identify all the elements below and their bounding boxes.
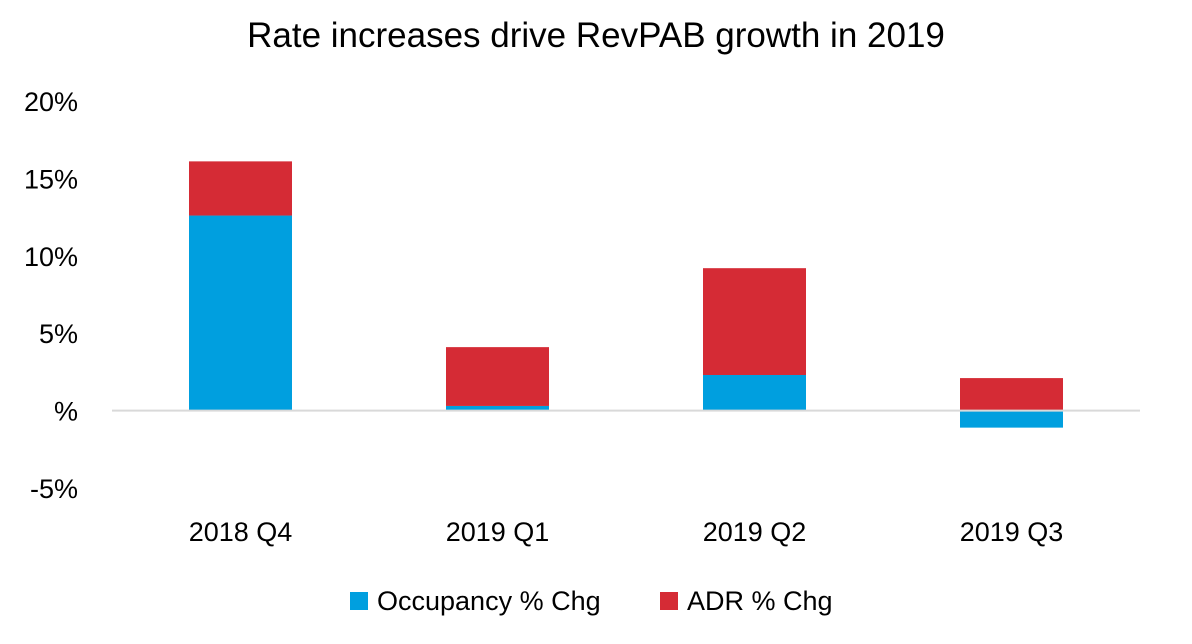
legend-swatch: [350, 592, 368, 610]
bar-occupancy-chg-2018-q4: [189, 215, 292, 411]
x-tick-label: 2019 Q1: [446, 517, 550, 547]
legend: Occupancy % Chg ADR % Chg: [350, 586, 833, 616]
y-axis: 20% 15% 10% 5%% -5%: [24, 87, 78, 504]
chart-title: Rate increases drive RevPAB growth in 20…: [247, 16, 945, 55]
legend-swatch: [660, 592, 678, 610]
y-tick-label: 5%: [39, 319, 78, 349]
bar-occupancy-chg-2019-q2: [703, 375, 806, 411]
legend-label: ADR % Chg: [687, 586, 833, 616]
x-tick-label: 2019 Q2: [703, 517, 807, 547]
y-tick-label: %: [54, 397, 78, 427]
bar-adr-chg-2019-q3: [960, 378, 1063, 411]
y-tick-label: -5%: [30, 474, 78, 504]
x-tick-label: 2018 Q4: [189, 517, 293, 547]
x-axis: 2018 Q4 2019 Q1 2019 Q2 2019 Q3: [189, 517, 1064, 547]
y-tick-label: 10%: [24, 242, 78, 272]
y-tick-label: 20%: [24, 87, 78, 117]
bar-occupancy-chg-2019-q3: [960, 410, 1063, 428]
bar-occupancy-chg-2019-q1: [446, 405, 549, 411]
bar-adr-chg-2019-q2: [703, 268, 806, 375]
bars: [189, 161, 1063, 428]
y-tick-label: 15%: [24, 164, 78, 194]
bar-adr-chg-2018-q4: [189, 161, 292, 216]
x-tick-label: 2019 Q3: [960, 517, 1064, 547]
legend-label: Occupancy % Chg: [377, 586, 601, 616]
bar-adr-chg-2019-q1: [446, 347, 549, 406]
